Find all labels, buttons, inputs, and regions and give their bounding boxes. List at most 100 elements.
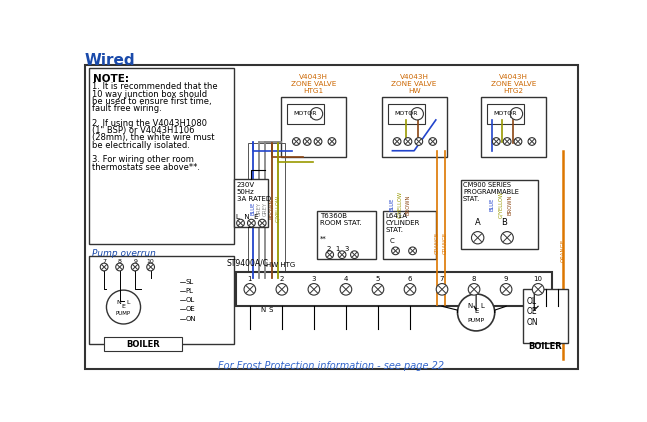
Circle shape <box>326 251 333 259</box>
Text: 4: 4 <box>344 276 348 282</box>
Text: BROWN: BROWN <box>269 198 274 219</box>
Text: MOTOR: MOTOR <box>493 111 517 116</box>
Circle shape <box>429 138 437 145</box>
Text: L: L <box>480 303 484 309</box>
Circle shape <box>393 138 401 145</box>
Text: fault free wiring.: fault free wiring. <box>93 104 162 113</box>
Bar <box>89 68 234 244</box>
Text: L: L <box>126 300 130 305</box>
Circle shape <box>468 284 480 295</box>
Text: NOTE:: NOTE: <box>93 74 129 84</box>
Text: E: E <box>474 308 478 314</box>
Text: (1" BSP) or V4043H1106: (1" BSP) or V4043H1106 <box>93 126 195 135</box>
Circle shape <box>276 284 288 295</box>
Text: N: N <box>260 308 266 314</box>
Circle shape <box>131 263 139 271</box>
Text: 10: 10 <box>147 259 155 264</box>
Text: BLUE: BLUE <box>390 198 395 211</box>
Text: ORANGE: ORANGE <box>560 239 565 262</box>
Text: C: C <box>389 238 394 244</box>
Bar <box>481 97 546 157</box>
Text: OE: OE <box>186 306 195 312</box>
Text: 2  1  3: 2 1 3 <box>327 246 349 252</box>
Text: L641A
CYLINDER
STAT.: L641A CYLINDER STAT. <box>386 213 420 233</box>
Circle shape <box>411 108 423 120</box>
Circle shape <box>404 138 411 145</box>
Bar <box>281 97 346 157</box>
Text: 5: 5 <box>376 276 380 282</box>
Text: BOILER: BOILER <box>126 340 160 349</box>
Text: 3. For wiring other room: 3. For wiring other room <box>93 155 194 164</box>
Text: N: N <box>116 300 121 305</box>
Circle shape <box>338 251 346 259</box>
Circle shape <box>292 138 300 145</box>
Text: ST9400A/C: ST9400A/C <box>226 259 269 268</box>
Circle shape <box>391 247 399 255</box>
Circle shape <box>303 138 311 145</box>
Bar <box>236 272 552 306</box>
Text: 7: 7 <box>102 259 106 264</box>
Bar <box>382 97 446 157</box>
Text: ORANGE: ORANGE <box>435 232 440 254</box>
Text: OL: OL <box>186 297 195 303</box>
Text: L  N  E: L N E <box>236 214 258 220</box>
Bar <box>287 104 324 124</box>
Text: 2. If using the V4043H1080: 2. If using the V4043H1080 <box>93 119 208 128</box>
Text: (28mm), the white wire must: (28mm), the white wire must <box>93 133 215 142</box>
Bar <box>89 256 234 344</box>
Circle shape <box>340 284 352 295</box>
Text: V4043H
ZONE VALVE
HW: V4043H ZONE VALVE HW <box>391 74 437 94</box>
Text: MOTOR: MOTOR <box>394 111 417 116</box>
Text: BOILER: BOILER <box>528 342 562 351</box>
Circle shape <box>258 219 266 227</box>
Circle shape <box>514 138 522 145</box>
Text: T6360B
ROOM STAT.: T6360B ROOM STAT. <box>320 213 361 226</box>
Text: OL
OE
ON: OL OE ON <box>527 297 538 327</box>
Text: **: ** <box>320 236 326 242</box>
Text: 9: 9 <box>504 276 509 282</box>
Text: BLUE: BLUE <box>250 202 256 215</box>
Bar <box>487 104 524 124</box>
Text: CM900 SERIES
PROGRAMMABLE
STAT.: CM900 SERIES PROGRAMMABLE STAT. <box>463 182 519 202</box>
Text: BROWN: BROWN <box>508 195 512 215</box>
Text: be used to ensure first time,: be used to ensure first time, <box>93 97 212 106</box>
Circle shape <box>237 219 245 227</box>
Text: 8: 8 <box>118 259 122 264</box>
Text: PL: PL <box>186 288 193 294</box>
Text: A: A <box>475 218 480 227</box>
Text: 1: 1 <box>248 276 252 282</box>
Text: B: B <box>501 218 507 227</box>
Text: 9: 9 <box>133 259 137 264</box>
Bar <box>383 211 436 259</box>
Circle shape <box>311 108 323 120</box>
Circle shape <box>107 290 140 324</box>
Circle shape <box>492 138 500 145</box>
Text: 7: 7 <box>440 276 444 282</box>
Text: BROWN: BROWN <box>406 195 410 215</box>
Text: N: N <box>467 303 472 309</box>
Text: 8: 8 <box>472 276 476 282</box>
Text: GREY: GREY <box>257 201 261 216</box>
Text: G/YELLOW: G/YELLOW <box>398 191 402 218</box>
Bar <box>104 337 182 351</box>
Text: PUMP: PUMP <box>116 311 131 316</box>
Text: G/YELLOW: G/YELLOW <box>498 191 503 218</box>
Text: be electrically isolated.: be electrically isolated. <box>93 141 190 150</box>
Circle shape <box>409 247 417 255</box>
Text: GREY: GREY <box>263 201 268 216</box>
Text: SL: SL <box>186 279 193 285</box>
Circle shape <box>116 263 124 271</box>
Text: ON: ON <box>186 316 196 322</box>
Bar <box>234 179 269 227</box>
Text: 1. It is recommended that the: 1. It is recommended that the <box>93 82 218 91</box>
Text: E: E <box>122 304 126 309</box>
Circle shape <box>415 138 422 145</box>
Circle shape <box>436 284 448 295</box>
Text: ORANGE: ORANGE <box>443 232 448 254</box>
Bar <box>317 211 376 259</box>
Circle shape <box>308 284 320 295</box>
Text: 6: 6 <box>408 276 412 282</box>
Text: 2: 2 <box>280 276 284 282</box>
Text: G/YELLOW: G/YELLOW <box>275 195 280 222</box>
Circle shape <box>351 251 358 259</box>
